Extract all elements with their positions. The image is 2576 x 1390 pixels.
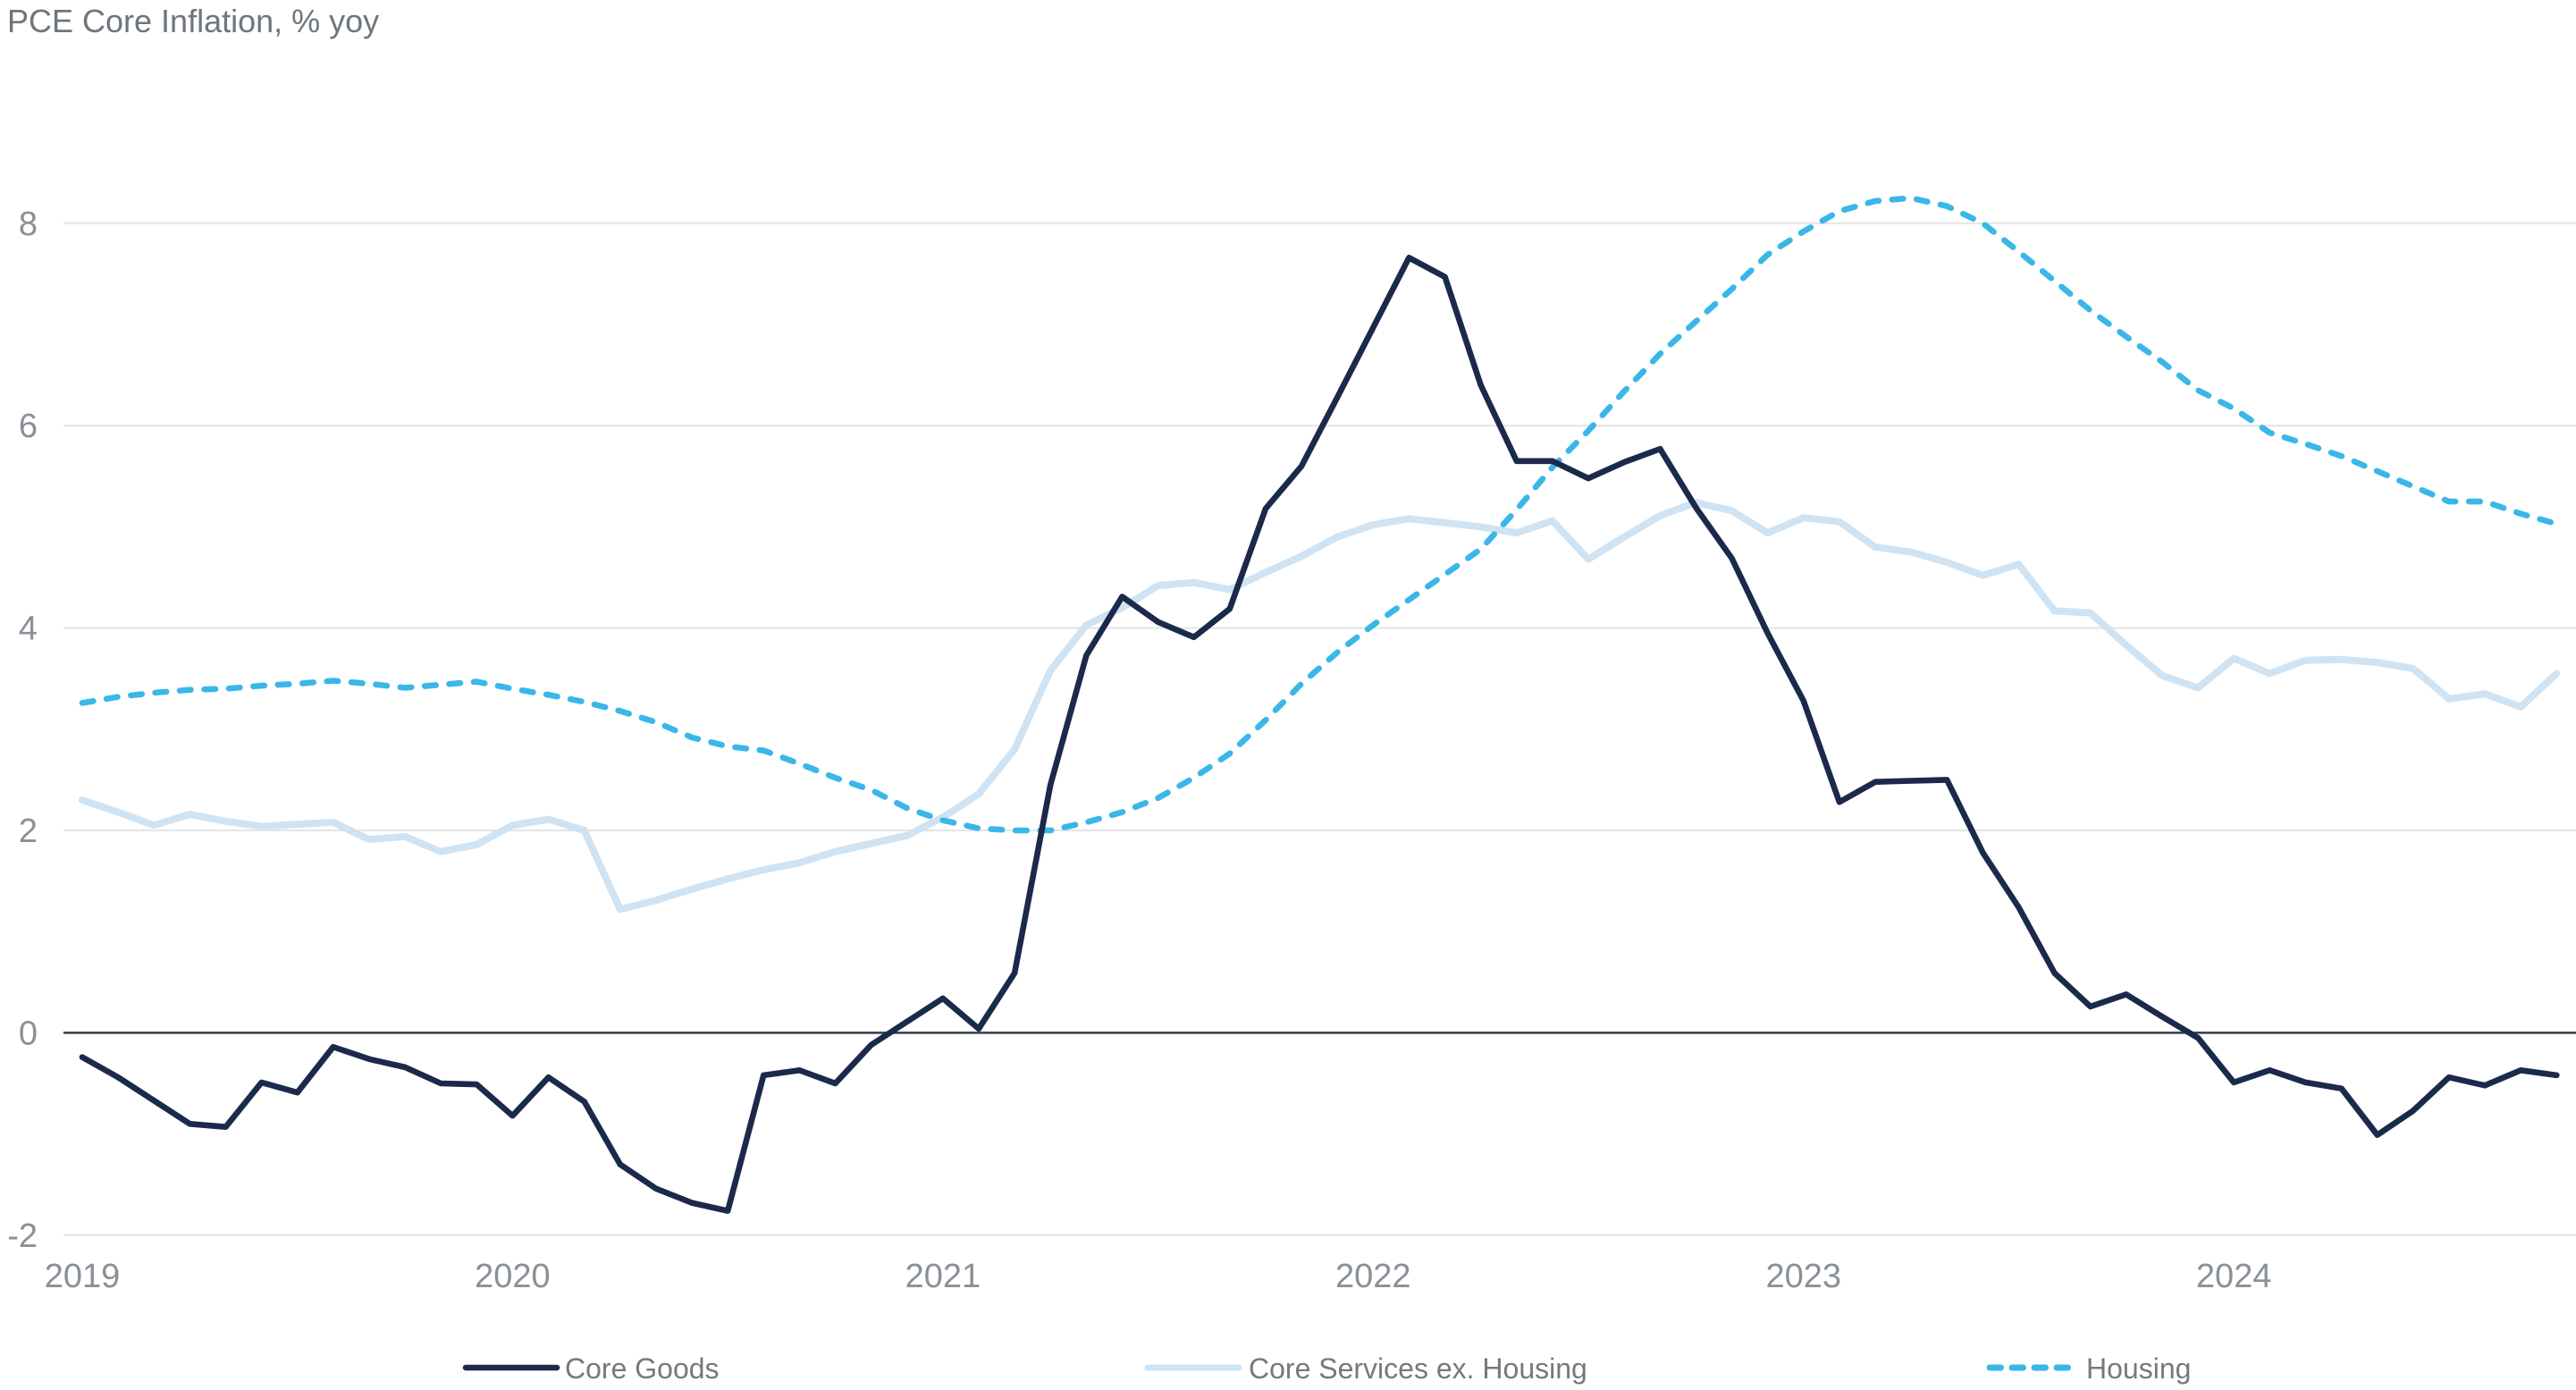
svg-text:2022: 2022	[1335, 1258, 1411, 1295]
svg-text:-2: -2	[7, 1217, 38, 1255]
svg-text:8: 8	[19, 206, 38, 243]
svg-text:Core Goods: Core Goods	[565, 1352, 720, 1385]
svg-text:Core Services ex. Housing: Core Services ex. Housing	[1249, 1352, 1587, 1385]
svg-text:2023: 2023	[1766, 1258, 1842, 1295]
svg-text:PCE Core Inflation, % yoy: PCE Core Inflation, % yoy	[7, 3, 379, 39]
svg-text:6: 6	[19, 408, 38, 445]
svg-text:2021: 2021	[905, 1258, 981, 1295]
svg-text:0: 0	[19, 1015, 38, 1052]
svg-text:2020: 2020	[475, 1258, 551, 1295]
svg-text:2: 2	[19, 813, 38, 850]
svg-text:4: 4	[19, 611, 38, 648]
svg-text:2019: 2019	[45, 1258, 121, 1295]
svg-text:2024: 2024	[2196, 1258, 2272, 1295]
svg-text:Housing: Housing	[2086, 1352, 2191, 1385]
